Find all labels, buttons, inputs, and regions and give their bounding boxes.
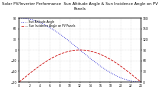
Legend: .. Sun Altitude Angle, -- Sun Incidence Angle on PV Panels: .. Sun Altitude Angle, -- Sun Incidence … bbox=[21, 19, 75, 28]
Text: Solar PV/Inverter Performance  Sun Altitude Angle & Sun Incidence Angle on PV Pa: Solar PV/Inverter Performance Sun Altitu… bbox=[2, 2, 158, 11]
